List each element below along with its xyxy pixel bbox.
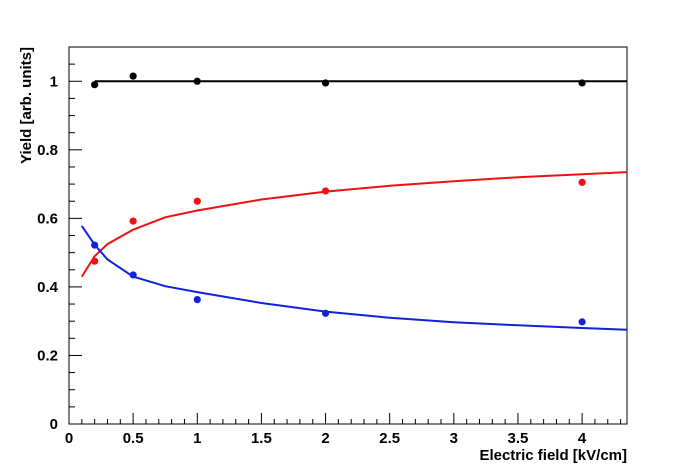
fit-curves — [80, 80, 628, 331]
data-points — [91, 72, 586, 326]
fit-curve-2 — [80, 225, 628, 331]
x-tick-label: 0.5 — [123, 430, 144, 447]
fit-curve-1 — [80, 171, 628, 278]
x-tick-label: 3 — [450, 430, 458, 447]
data-point-0 — [193, 77, 201, 85]
plot-frame — [68, 46, 628, 425]
data-point-2 — [578, 318, 586, 326]
x-tick-label: 0 — [65, 430, 73, 447]
y-tick-label: 1 — [50, 73, 58, 90]
data-point-2 — [321, 309, 330, 317]
data-point-2 — [129, 271, 137, 279]
y-axis-ticks: 0 0.2 0.4 0.6 0.8 1 — [37, 46, 82, 433]
data-point-0 — [129, 72, 137, 80]
x-tick-label: 1.5 — [251, 430, 272, 447]
data-point-1 — [193, 197, 201, 205]
data-point-2 — [193, 295, 201, 304]
data-point-1 — [321, 187, 330, 195]
y-tick-label: 0.4 — [37, 279, 59, 296]
y-tick-label: 0 — [50, 416, 58, 433]
data-point-1 — [578, 178, 586, 186]
x-tick-label: 1 — [193, 430, 201, 447]
x-axis-label: Electric field [kV/cm] — [479, 447, 627, 464]
data-point-0 — [578, 79, 586, 87]
data-point-1 — [129, 217, 137, 225]
x-axis-ticks: 0 0.5 1 1.5 2 2.5 3 3.5 4 — [65, 413, 622, 447]
y-tick-label: 0.8 — [37, 142, 58, 159]
x-tick-label: 2 — [321, 430, 329, 447]
data-point-0 — [91, 81, 99, 89]
x-tick-label: 3.5 — [508, 430, 529, 447]
y-axis-label: Yield [arb. units] — [18, 47, 35, 164]
x-tick-label: 2.5 — [379, 430, 400, 447]
x-tick-label: 4 — [578, 430, 587, 447]
y-tick-label: 0.2 — [37, 347, 58, 364]
data-point-1 — [91, 257, 99, 265]
data-point-0 — [321, 79, 330, 87]
y-tick-label: 0.6 — [37, 210, 58, 227]
data-point-2 — [91, 241, 99, 249]
